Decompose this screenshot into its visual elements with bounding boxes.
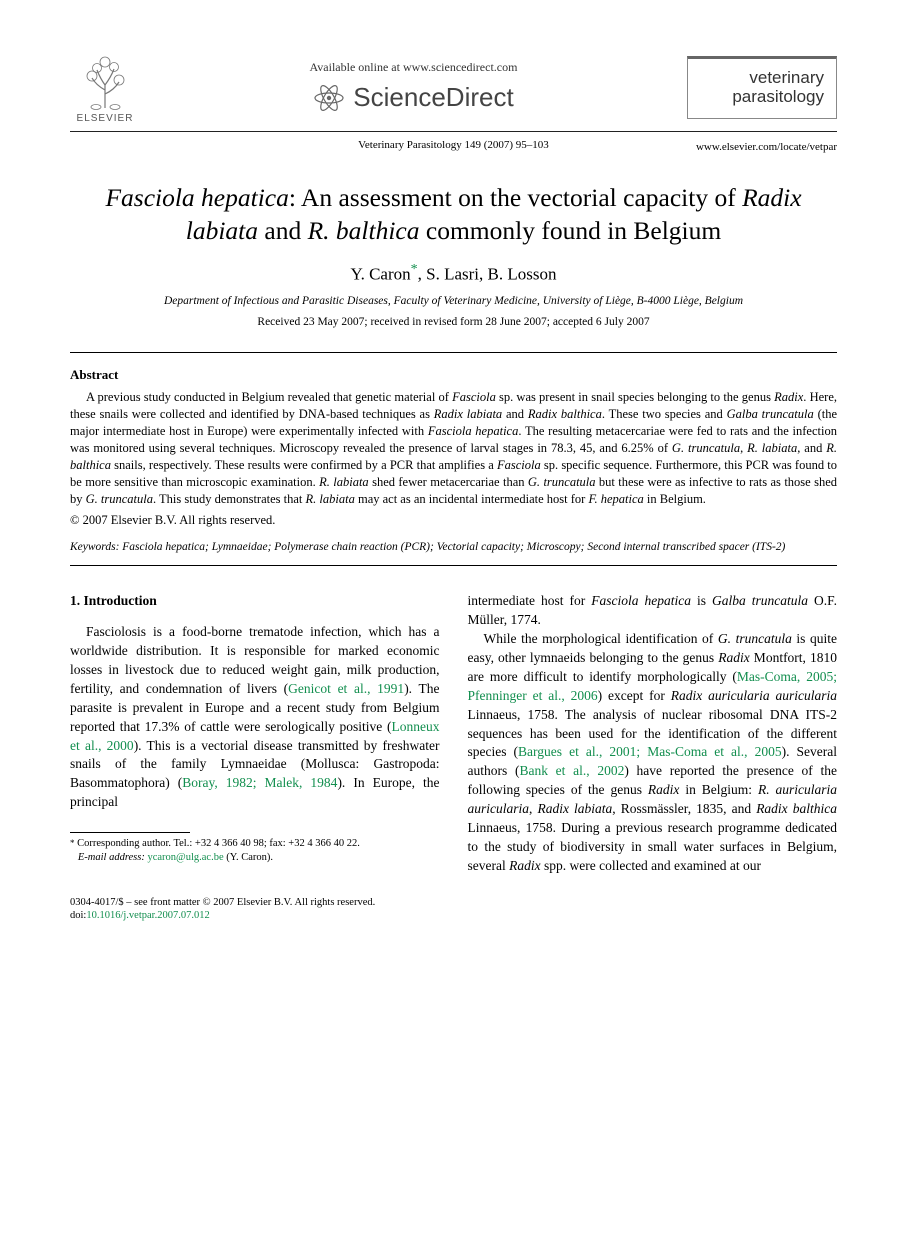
abstract-heading: Abstract <box>70 367 837 384</box>
article-dates: Received 23 May 2007; received in revise… <box>70 315 837 330</box>
elsevier-tree-icon <box>78 50 133 110</box>
sciencedirect-atom-icon <box>313 82 345 114</box>
abstract-copyright: © 2007 Elsevier B.V. All rights reserved… <box>70 512 837 528</box>
corresponding-footnote: * Corresponding author. Tel.: +32 4 366 … <box>70 837 440 865</box>
abstract-body: A previous study conducted in Belgium re… <box>70 389 837 507</box>
footnote-email-label: E-mail address: <box>78 852 145 863</box>
header-center: Available online at www.sciencedirect.co… <box>140 60 687 115</box>
corr-author-mark: * <box>411 262 418 277</box>
available-online-text: Available online at www.sciencedirect.co… <box>140 60 687 76</box>
elsevier-logo: ELSEVIER <box>70 50 140 125</box>
title-seg-5: R. balthica <box>308 216 420 245</box>
footer-left: 0304-4017/$ – see front matter © 2007 El… <box>70 896 375 923</box>
intro-paragraph-right: intermediate host for Fasciola hepatica … <box>468 592 838 875</box>
title-seg-4: and <box>258 216 308 245</box>
author-1: Y. Caron <box>351 265 411 284</box>
abstract-bottom-rule <box>70 565 837 566</box>
footnote-star-icon: * <box>70 838 75 848</box>
header-row: ELSEVIER Available online at www.science… <box>70 50 837 125</box>
footer-issn: 0304-4017/$ – see front matter © 2007 El… <box>70 897 375 908</box>
footnote-rule <box>70 832 190 833</box>
elsevier-label: ELSEVIER <box>77 112 134 125</box>
title-seg-1: Fasciola hepatica <box>105 183 288 212</box>
section-heading: 1. Introduction <box>70 592 440 611</box>
footnote-email[interactable]: ycaron@ulg.ac.be <box>147 852 223 863</box>
page-footer: 0304-4017/$ – see front matter © 2007 El… <box>70 896 837 923</box>
footer-doi-label: doi: <box>70 910 86 921</box>
title-seg-2: : An assessment on the vectorial capacit… <box>289 183 742 212</box>
footer-doi[interactable]: 10.1016/j.vetpar.2007.07.012 <box>86 910 209 921</box>
journal-title-box: veterinary parasitology <box>687 56 837 119</box>
abstract-top-rule <box>70 352 837 353</box>
left-column: 1. Introduction Fasciolosis is a food-bo… <box>70 592 440 875</box>
author-3: B. Losson <box>488 265 557 284</box>
title-seg-6: commonly found in Belgium <box>420 216 722 245</box>
affiliation: Department of Infectious and Parasitic D… <box>70 294 837 309</box>
body-columns: 1. Introduction Fasciolosis is a food-bo… <box>70 592 837 875</box>
article-title: Fasciola hepatica: An assessment on the … <box>70 181 837 247</box>
author-2: S. Lasri <box>426 265 479 284</box>
keywords-label: Keywords: <box>70 541 119 553</box>
intro-paragraph-left: Fasciolosis is a food-borne trematode in… <box>70 623 440 812</box>
sciencedirect-row: ScienceDirect <box>140 81 687 115</box>
right-column: intermediate host for Fasciola hepatica … <box>468 592 838 875</box>
footnote-corr-text: Corresponding author. Tel.: +32 4 366 40… <box>77 838 360 849</box>
author-list: Y. Caron*, S. Lasri, B. Losson <box>70 261 837 286</box>
keywords-line: Keywords: Fasciola hepatica; Lymnaeidae;… <box>70 540 837 556</box>
journal-name-line1: veterinary <box>700 69 824 88</box>
sciencedirect-label: ScienceDirect <box>353 81 513 115</box>
keywords-text: Fasciola hepatica; Lymnaeidae; Polymeras… <box>119 541 785 553</box>
footnote-email-name: (Y. Caron). <box>226 852 273 863</box>
journal-name-line2: parasitology <box>700 88 824 107</box>
header-rule <box>70 131 837 132</box>
